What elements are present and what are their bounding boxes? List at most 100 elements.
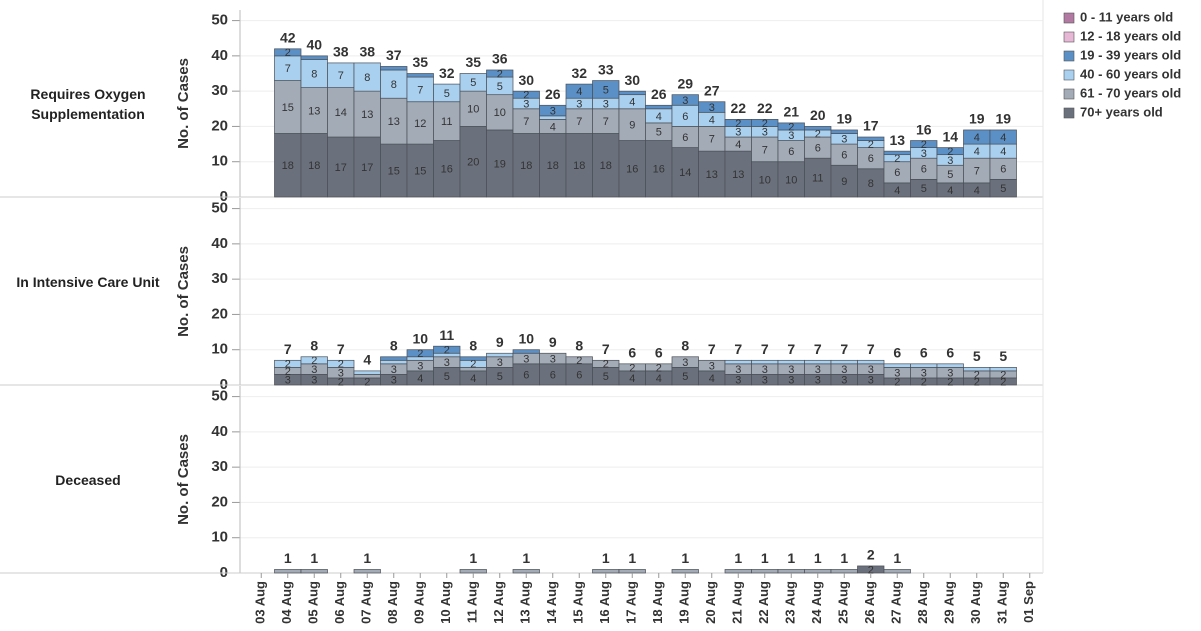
segment-label: 3 [788,375,794,387]
segment-label: 5 [921,183,927,195]
total-label: 6 [920,345,928,361]
segment-label: 13 [361,109,373,121]
segment-label: 18 [520,160,532,172]
y-tick-label: 20 [211,305,228,322]
segment-label: 2 [470,359,476,371]
segment-label: 10 [785,174,797,186]
bar-segment [327,62,355,88]
segment-label: 11 [812,173,823,185]
segment-label: 3 [815,375,821,387]
bar-segment [883,363,911,368]
segment-label: 3 [682,95,688,107]
total-label: 9 [549,334,557,350]
segment-label: 15 [414,165,426,177]
segment-label: 4 [656,111,662,123]
x-tick-label: 11 Aug [465,581,480,623]
x-tick-label: 20 Aug [703,581,718,624]
y-tick-label: 0 [220,188,228,205]
total-label: 8 [575,337,583,353]
total-label: 17 [863,118,879,134]
x-tick-label: 10 Aug [438,581,453,624]
legend-swatch [1063,50,1075,62]
segment-label: 3 [709,102,715,114]
segment-label: 7 [338,70,344,82]
total-label: 33 [598,61,614,77]
total-label: 6 [628,345,636,361]
segment-label: 10 [759,174,771,186]
legend-label: 70+ years old [1080,104,1163,119]
segment-label: 16 [626,164,638,176]
segment-label: 2 [921,139,927,151]
segment-label: 16 [653,164,665,176]
total-label: 30 [518,72,534,88]
total-label: 1 [522,550,530,566]
segment-label: 5 [1000,183,1006,195]
x-tick-label: 01 Sep [1021,581,1036,623]
segment-label: 4 [1000,132,1006,144]
segment-label: 2 [497,68,503,80]
total-label: 29 [677,75,693,91]
total-label: 1 [602,550,610,566]
segment-label: 3 [311,375,317,387]
bar-segment [512,349,540,354]
segment-label: 4 [576,86,582,98]
segment-label: 8 [391,79,397,91]
bar-segment [618,569,646,574]
segment-label: 5 [603,371,609,383]
bar-segment [512,133,540,198]
total-label: 19 [969,111,985,127]
bar-segment [724,150,752,198]
bar-segment [857,359,885,365]
segment-label: 6 [550,369,556,381]
total-label: 1 [814,550,822,566]
bar-segment [380,97,408,145]
row-label: Deceased [55,471,121,488]
total-label: 10 [518,330,534,346]
bar-segment [406,73,434,78]
total-label: 26 [651,86,667,102]
total-label: 8 [469,337,477,353]
total-label: 30 [624,72,640,88]
segment-label: 6 [1000,164,1006,176]
bar-segment [300,59,328,88]
legend-label: 19 - 39 years old [1080,47,1181,62]
bar-segment [353,569,381,574]
total-label: 38 [333,44,349,60]
bar-segment [486,94,514,131]
total-label: 6 [893,345,901,361]
segment-label: 7 [417,84,423,96]
segment-label: 3 [841,364,847,376]
bar-segment [327,359,355,368]
total-label: 1 [734,550,742,566]
segment-label: 7 [603,116,609,128]
bar-segment [724,359,752,365]
bar-segment [539,133,567,198]
segment-label: 3 [523,98,529,110]
segment-label: 18 [573,160,585,172]
total-label: 14 [942,128,958,144]
segment-label: 5 [947,169,953,181]
total-label: 42 [280,30,296,46]
total-label: 35 [412,54,428,70]
bar-segment [300,87,328,134]
total-label: 6 [946,345,954,361]
segment-label: 2 [868,139,874,151]
segment-label: 3 [947,368,953,380]
segment-label: 2 [735,118,741,130]
y-tick-label: 0 [220,376,228,393]
segment-label: 2 [338,359,344,371]
total-label: 27 [704,82,720,98]
segment-label: 3 [868,364,874,376]
bar-segment [380,356,408,361]
y-tick-label: 20 [211,493,228,510]
total-label: 21 [783,104,799,120]
bar-segment [830,164,858,198]
segment-label: 13 [732,169,744,181]
total-label: 26 [545,86,561,102]
bar-segment [353,62,381,92]
segment-label: 8 [311,68,317,80]
bar-segment [989,129,1017,145]
bar-segment [830,129,858,134]
bar-segment [698,126,726,152]
